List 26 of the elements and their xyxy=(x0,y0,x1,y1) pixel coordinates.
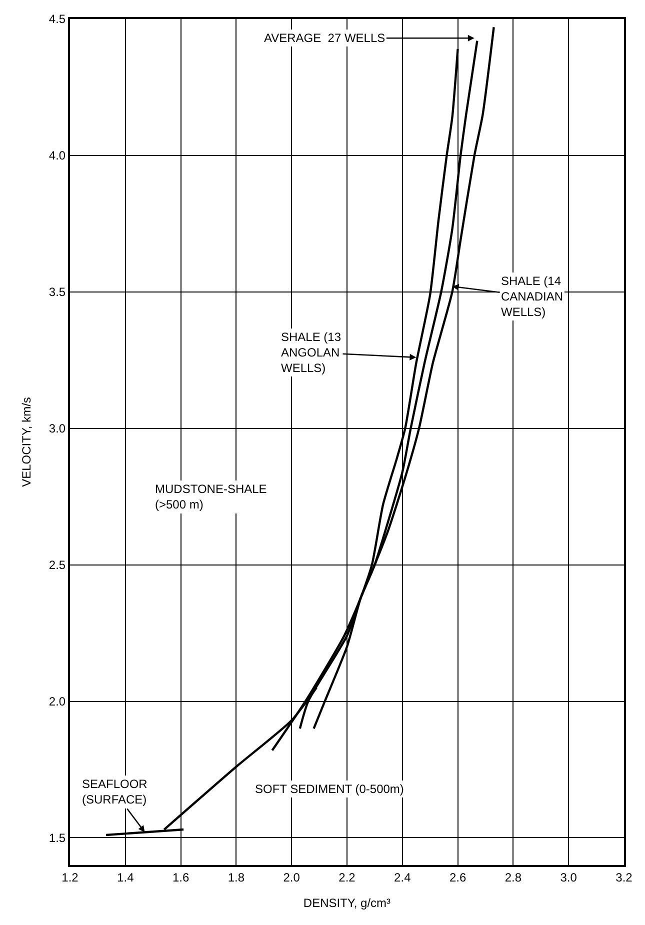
y-tick-label: 2.5 xyxy=(48,558,66,572)
annotation: SHALE (14 CANADIAN WELLS) xyxy=(501,274,564,320)
x-tick-label: 2.4 xyxy=(394,870,412,884)
x-tick-label: 2.8 xyxy=(504,870,522,884)
y-tick-label: 4.0 xyxy=(48,148,66,163)
x-tick-label: 2.6 xyxy=(449,870,466,884)
y-axis-title: VELOCITY, km/s xyxy=(20,397,34,487)
y-tick-label: 3.5 xyxy=(48,285,66,300)
y-tick-label: 1.5 xyxy=(48,830,66,845)
x-tick-label: 3.2 xyxy=(616,870,633,884)
y-tick-label: 3.0 xyxy=(48,422,66,436)
y-tick-label: 2.0 xyxy=(48,694,66,708)
annotation: MUDSTONE-SHALE (>500 m) xyxy=(155,482,267,512)
x-axis-title: DENSITY, g/cm³ xyxy=(303,896,391,910)
annotation: SHALE (13 ANGOLAN WELLS) xyxy=(281,330,342,376)
x-tick-label: 1.4 xyxy=(117,870,134,884)
x-tick-label: 2.2 xyxy=(338,870,356,884)
x-tick-label: 1.2 xyxy=(62,870,79,884)
annotation: SOFT SEDIMENT (0-500m) xyxy=(255,782,404,796)
y-tick-label: 4.5 xyxy=(48,12,66,26)
x-tick-label: 1.6 xyxy=(172,870,190,884)
annotation: SEAFLOOR (SURFACE) xyxy=(82,777,148,807)
x-tick-label: 2.0 xyxy=(283,870,300,884)
x-tick-label: 1.8 xyxy=(228,870,245,884)
x-tick-label: 3.0 xyxy=(560,870,578,884)
annotation: AVERAGE 27 WELLS xyxy=(264,31,386,45)
